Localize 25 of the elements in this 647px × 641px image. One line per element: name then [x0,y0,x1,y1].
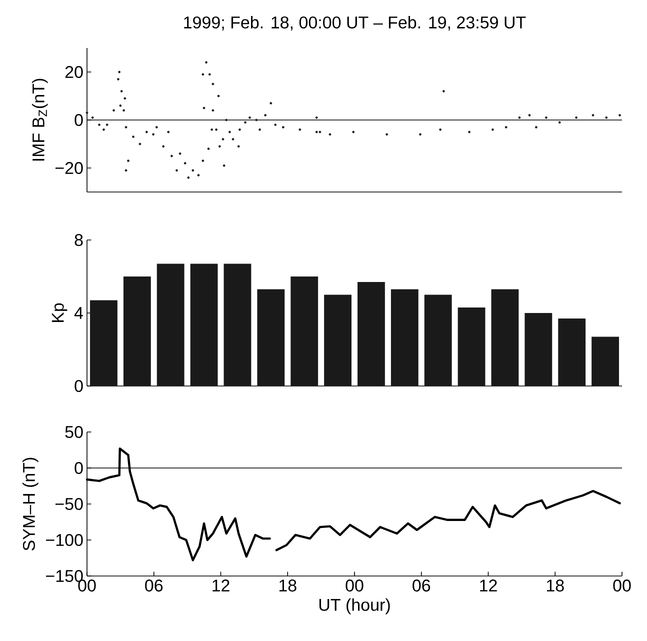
chart-title: 1999; Feb. 18, 00:00 UT – Feb. 19, 23:59 UT [184,16,526,30]
x-axis-title: UT (hour) [319,598,390,614]
y-tick-label: 4 [74,307,83,319]
y-tick-label: 0 [74,380,83,392]
y-tick-label: −150 [46,570,83,582]
x-tick-label: 00 [613,580,631,592]
y-tick-label: −20 [55,162,83,174]
y-tick-label: 0 [74,114,83,126]
x-tick-label: 00 [346,580,364,592]
y-tick-label: 20 [65,66,83,78]
y-tick-label: 50 [65,426,83,438]
x-tick-label: 12 [212,580,230,592]
x-tick-label: 06 [145,580,163,592]
x-tick-label: 18 [279,580,296,592]
y-tick-label: −100 [46,534,83,546]
y-axis-title: SYM–H (nT) [22,458,38,550]
y-tick-label: 8 [74,234,83,246]
y-axis-title: Kp [52,303,68,322]
x-tick-label: 06 [412,580,430,592]
x-tick-label: 00 [78,580,96,592]
y-axis-title: IMF B$_{Z}$(nT) [32,78,48,161]
x-tick-label: 18 [546,580,564,592]
y-tick-label: 0 [74,462,83,474]
y-tick-label: −50 [55,498,83,510]
x-tick-label: 12 [480,580,497,592]
